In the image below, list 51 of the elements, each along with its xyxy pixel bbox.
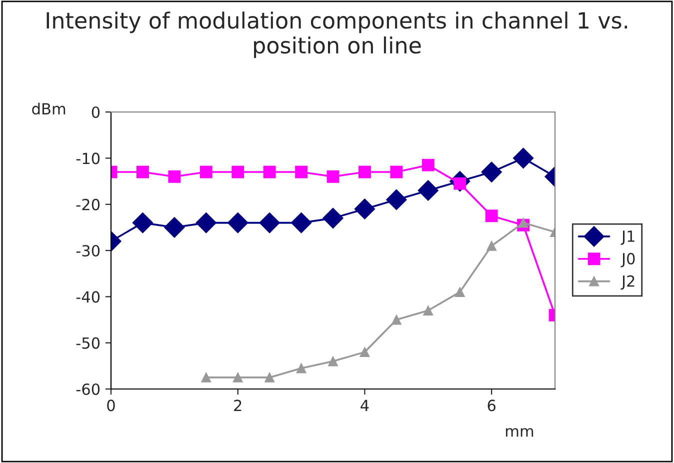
legend-label: J0: [620, 252, 635, 268]
point: [263, 166, 276, 178]
x-axis-title: mm: [506, 428, 534, 437]
x-tick-label: 6: [488, 400, 496, 412]
y-tick-label: -40: [76, 291, 100, 303]
y-tick-label: -10: [76, 152, 100, 164]
point: [328, 356, 338, 366]
point: [386, 189, 407, 210]
legend-label: J1: [620, 230, 634, 245]
point: [423, 306, 434, 316]
point: [486, 240, 497, 251]
x-tick-label: 4: [360, 400, 369, 412]
point: [232, 372, 243, 382]
point: [354, 198, 376, 220]
chart-title: Intensity of modulation components in channel 1 vs. position on line: [46, 12, 628, 58]
point: [358, 166, 371, 178]
legend-label: J2: [620, 275, 634, 290]
point: [422, 158, 434, 172]
point: [136, 166, 149, 178]
point: [322, 208, 344, 229]
point: [326, 170, 340, 183]
point: [196, 212, 216, 234]
point: [391, 314, 402, 325]
y-tick-label: -20: [76, 198, 100, 210]
point: [454, 287, 465, 298]
point: [295, 166, 308, 178]
point: [518, 218, 528, 228]
y-tick-label: -50: [76, 337, 100, 349]
point: [390, 166, 403, 178]
point: [360, 347, 370, 358]
y-tick-label: 0: [92, 106, 100, 118]
point: [164, 217, 185, 238]
point: [168, 170, 181, 183]
y-tick-label: -30: [76, 244, 100, 257]
point: [200, 166, 212, 178]
point: [296, 363, 306, 374]
point: [290, 212, 312, 234]
point: [418, 180, 438, 201]
y-axis-title: dBm: [32, 102, 66, 115]
point: [512, 148, 534, 169]
y-tick-label: -60: [76, 383, 100, 396]
x-tick-label: 2: [234, 400, 242, 412]
x-tick-label: 0: [107, 400, 115, 412]
point: [132, 212, 154, 234]
point: [201, 372, 212, 382]
point: [481, 162, 502, 182]
point: [232, 166, 244, 178]
point: [264, 372, 275, 382]
point: [259, 212, 280, 234]
point: [228, 212, 248, 234]
point: [485, 210, 498, 222]
